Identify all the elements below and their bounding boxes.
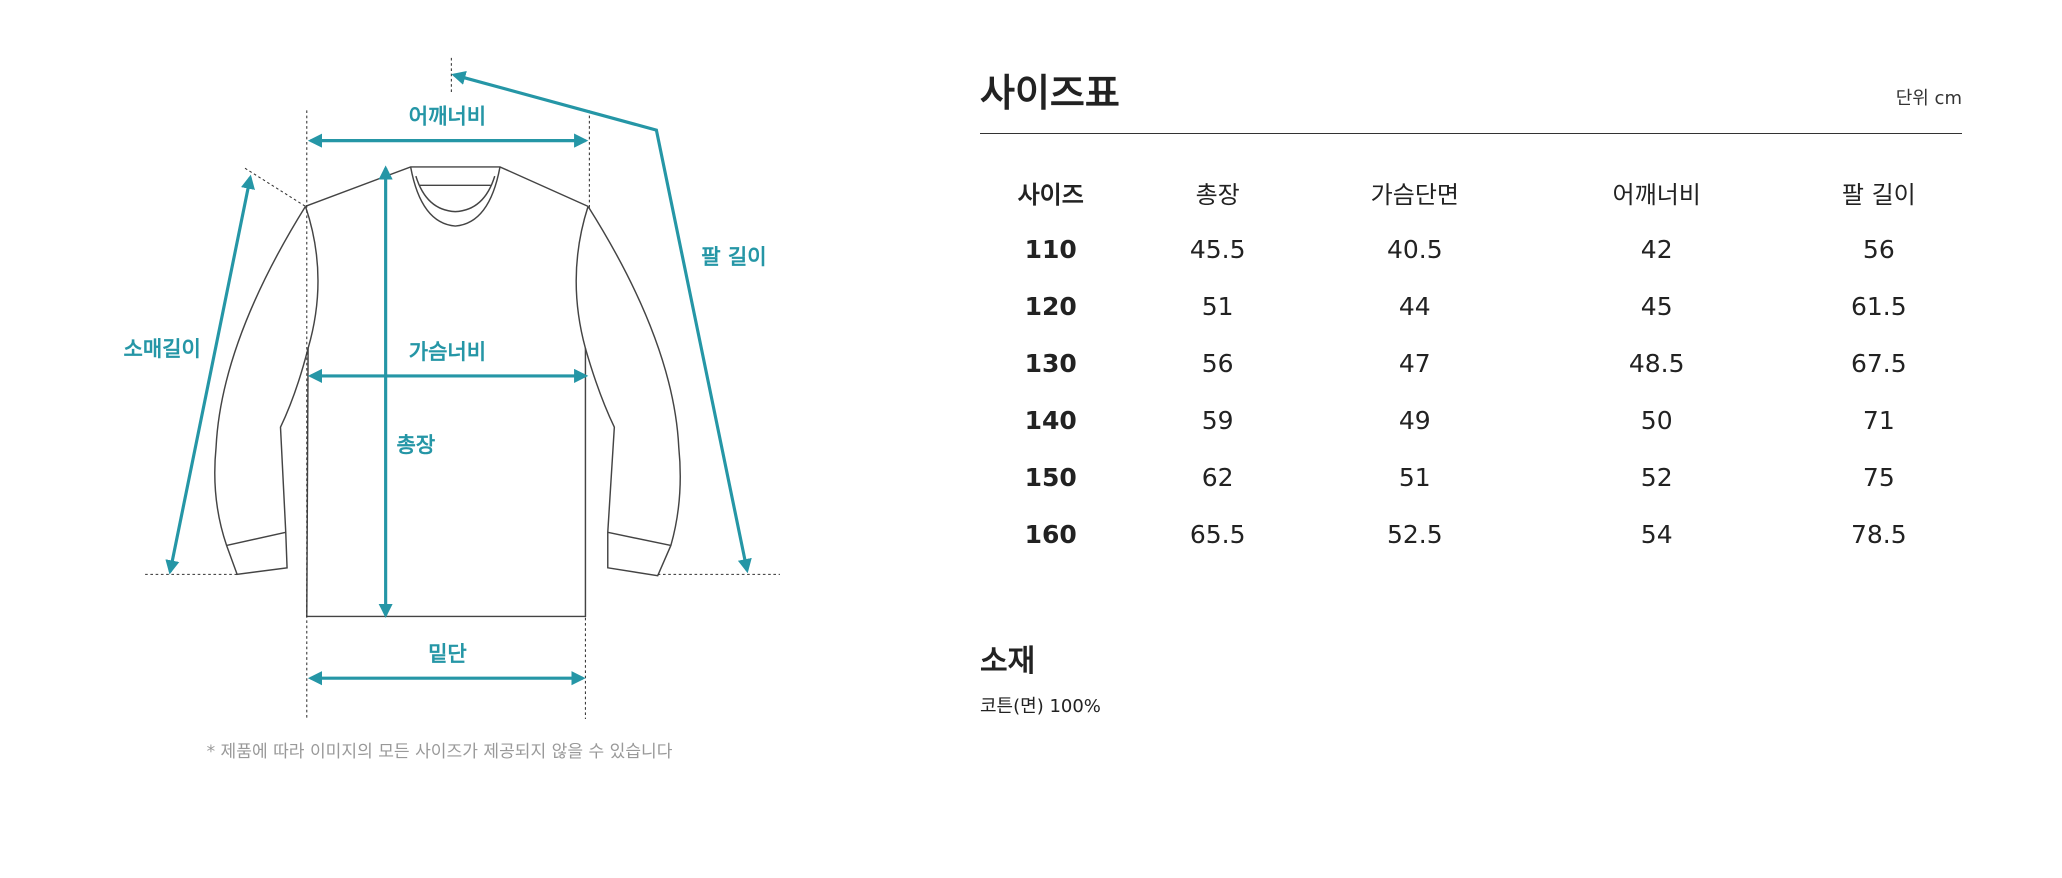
size-cell: 110 xyxy=(1024,235,1077,264)
material-value: 코튼(면) 100% xyxy=(980,696,1101,717)
measure-cell: 78.5 xyxy=(1850,520,1907,549)
measure-cell: 45.5 xyxy=(1189,235,1246,264)
measure-cell: 56 xyxy=(1862,235,1895,264)
measure-cell: 75 xyxy=(1862,463,1895,492)
measure-cell: 50 xyxy=(1640,406,1673,435)
material-title: 소재 xyxy=(980,644,1036,679)
measure-cell: 48.5 xyxy=(1628,349,1685,378)
measure-cell: 52 xyxy=(1640,463,1673,492)
table-row: 160 65.5 52.5 54 78.5 xyxy=(960,506,1980,563)
sleeve-arrow xyxy=(165,174,255,575)
size-cell: 160 xyxy=(1024,520,1077,549)
measure-cell: 40.5 xyxy=(1386,235,1443,264)
label-arm: 팔 길이 xyxy=(701,244,766,269)
header-chest: 가슴단면 xyxy=(1370,181,1459,209)
measure-cell: 42 xyxy=(1640,235,1673,264)
header-size: 사이즈 xyxy=(1017,181,1084,209)
measure-cell: 51 xyxy=(1201,292,1234,321)
label-shoulder: 어깨너비 xyxy=(409,104,486,129)
label-chest: 가슴너비 xyxy=(409,339,486,364)
measure-cell: 45 xyxy=(1640,292,1673,321)
size-table: 사이즈 총장 가슴단면 어깨너비 팔 길이 110 45.5 40.5 42 56 120… xyxy=(960,164,1980,563)
label-length: 총장 xyxy=(397,432,436,457)
measure-cell: 49 xyxy=(1398,406,1431,435)
shirt-outline xyxy=(214,166,681,618)
guide-lines xyxy=(145,57,780,719)
arm-arrow xyxy=(451,71,752,574)
divider xyxy=(980,133,1962,134)
measure-cell: 51 xyxy=(1398,463,1431,492)
size-cell: 130 xyxy=(1024,349,1077,378)
header-shoulder: 어깨너비 xyxy=(1612,181,1701,209)
table-header-row: 사이즈 총장 가슴단면 어깨너비 팔 길이 xyxy=(960,164,1980,221)
measure-cell: 47 xyxy=(1398,349,1431,378)
diagram-note: * 제품에 따라 이미지의 모든 사이즈가 제공되지 않을 수 있습니다 xyxy=(207,742,673,762)
label-sleeve: 소매길이 xyxy=(124,336,201,361)
size-cell: 120 xyxy=(1024,292,1077,321)
measure-cell: 52.5 xyxy=(1386,520,1443,549)
measure-cell: 56 xyxy=(1201,349,1234,378)
measure-cell: 67.5 xyxy=(1850,349,1907,378)
measure-cell: 54 xyxy=(1640,520,1673,549)
table-row: 110 45.5 40.5 42 56 xyxy=(960,221,1980,278)
measure-cell: 62 xyxy=(1201,463,1234,492)
measure-cell: 71 xyxy=(1862,406,1895,435)
measure-cell: 61.5 xyxy=(1850,292,1907,321)
measure-cell: 59 xyxy=(1201,406,1234,435)
header-arm: 팔 길이 xyxy=(1841,181,1916,209)
table-row: 140 59 49 50 71 xyxy=(960,392,1980,449)
size-table-title: 사이즈표 xyxy=(980,71,1120,115)
measure-cell: 44 xyxy=(1398,292,1431,321)
label-hem: 밑단 xyxy=(428,641,467,666)
table-row: 120 51 44 45 61.5 xyxy=(960,278,1980,335)
measure-cell: 65.5 xyxy=(1189,520,1246,549)
table-row: 130 56 47 48.5 67.5 xyxy=(960,335,1980,392)
size-cell: 150 xyxy=(1024,463,1077,492)
header-length: 총장 xyxy=(1195,181,1240,209)
unit-label: 단위 cm xyxy=(1895,88,1962,109)
measure-arrows xyxy=(165,71,752,686)
table-row: 150 62 51 52 75 xyxy=(960,449,1980,506)
size-cell: 140 xyxy=(1024,406,1077,435)
